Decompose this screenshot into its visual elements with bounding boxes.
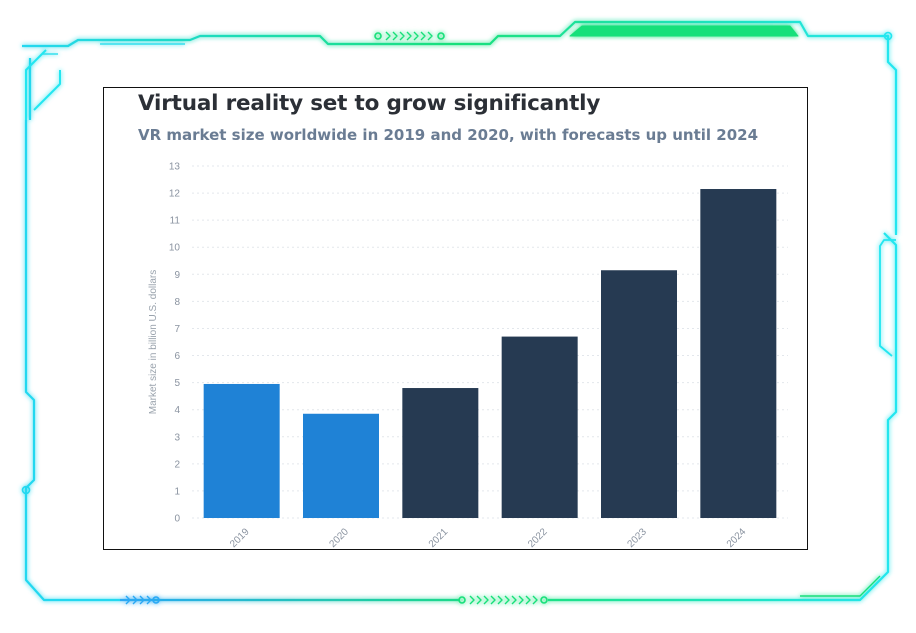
frame-top-line	[22, 20, 898, 235]
frame-top-bar	[569, 25, 799, 37]
frame-bottom-left-chevrons	[125, 595, 152, 605]
bar-2021	[402, 388, 479, 518]
frame-left-line	[24, 120, 120, 602]
x-tick-label: 2019	[228, 526, 252, 549]
frame-left-node	[21, 485, 31, 495]
frame-top-node-left	[374, 32, 382, 40]
x-axis-ticks: 2019 2020 2021 2022 2023 2024	[228, 526, 748, 549]
y-tick-label: 12	[169, 189, 181, 200]
bars	[203, 189, 777, 518]
x-tick-label: 2020	[327, 526, 351, 549]
y-tick-label: 1	[174, 486, 180, 497]
bar-2024	[700, 189, 777, 518]
y-tick-label: 0	[174, 514, 180, 525]
frame-right-notch	[879, 239, 896, 357]
chart-title: Virtual reality set to grow significantl…	[138, 91, 601, 116]
y-tick-label: 2	[174, 459, 180, 470]
y-tick-label: 3	[174, 432, 180, 443]
chart-subtitle: VR market size worldwide in 2019 and 202…	[138, 126, 759, 144]
x-tick-label: 2022	[526, 526, 550, 549]
y-tick-label: 8	[174, 297, 180, 308]
frame-top-node-right	[437, 32, 445, 40]
y-tick-label: 6	[174, 351, 180, 362]
frame-top-inner	[42, 43, 185, 55]
bar-2020	[303, 413, 379, 518]
frame-bottom-inner	[800, 575, 881, 597]
bar-2023	[601, 270, 677, 518]
frame-bottom-node-left	[458, 596, 466, 604]
y-tick-label: 4	[174, 405, 180, 416]
y-tick-label: 7	[174, 324, 180, 335]
y-tick-label: 5	[174, 378, 180, 389]
y-tick-label: 11	[170, 216, 181, 227]
y-tick-label: 10	[169, 243, 181, 254]
x-tick-label: 2023	[625, 526, 649, 549]
y-tick-label: 9	[174, 270, 180, 281]
frame-bottom-node-right	[540, 596, 548, 604]
frame-bottom-left-node	[152, 596, 160, 604]
bar-2022	[501, 336, 578, 518]
x-tick-label: 2021	[427, 526, 451, 549]
gridlines	[192, 165, 788, 519]
x-tick-label: 2024	[725, 526, 749, 549]
y-axis-label: Market size in billion U.S. dollars	[148, 270, 159, 415]
y-tick-label: 13	[169, 162, 181, 173]
chart-card: Virtual reality set to grow significantl…	[103, 87, 808, 550]
frame-bottom-chevrons	[469, 595, 538, 605]
frame-left-diagonal	[25, 49, 61, 120]
frame-top-chevrons	[385, 31, 433, 41]
frame-top-right-node	[883, 31, 893, 41]
bar-2019	[203, 383, 280, 518]
